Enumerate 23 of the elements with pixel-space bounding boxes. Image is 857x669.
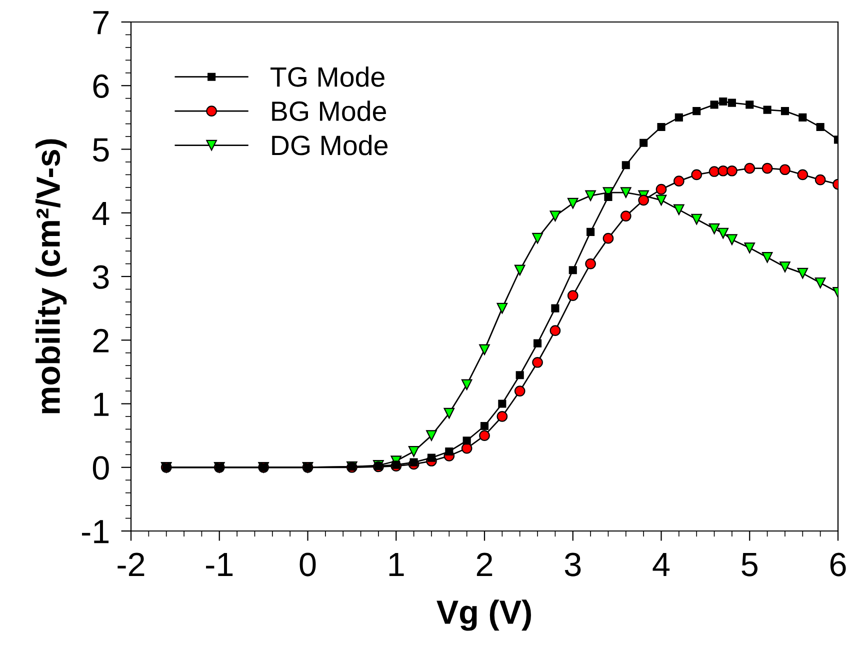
- x-tick-label: 6: [830, 552, 846, 576]
- x-axis-title: Vg (V): [436, 600, 531, 631]
- x-tick-label: 4: [652, 553, 670, 576]
- y-tick-label: 1: [94, 392, 109, 416]
- x-tick-label: -1: [206, 553, 233, 576]
- y-tick-label: 4: [92, 202, 110, 225]
- y-tick-label: 7: [93, 11, 108, 34]
- legend-label: BG Mode: [272, 100, 386, 122]
- y-tick-label: 2: [93, 328, 108, 352]
- x-tick-label: 3: [564, 552, 581, 576]
- x-tick-label: 0: [300, 552, 316, 576]
- y-axis-title: mobility (cm²/V-s): [36, 139, 67, 414]
- x-tick-label: 1: [389, 553, 404, 576]
- legend-label: TG Mode: [270, 66, 384, 87]
- x-tick-label: 5: [742, 553, 758, 576]
- y-tick-label: 6: [93, 74, 109, 98]
- y-tick-label: 0: [92, 456, 109, 480]
- x-tick-label: 2: [476, 552, 492, 576]
- y-tick-label: 5: [92, 138, 109, 162]
- legend-label: DG Mode: [272, 134, 388, 156]
- x-tick-label: -2: [118, 552, 144, 576]
- y-tick-label: 3: [92, 265, 109, 289]
- y-tick-label: -1: [82, 520, 109, 544]
